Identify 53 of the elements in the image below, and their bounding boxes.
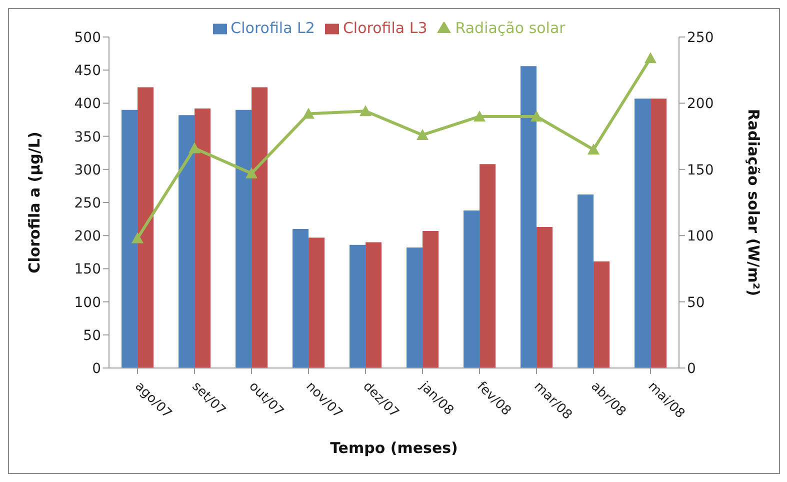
bar [178,115,195,368]
y-tick-label: 250 [74,195,101,212]
x-axis-title: Tempo (meses) [330,439,458,457]
bar [578,194,594,368]
y-tick-label: 100 [74,294,101,311]
y2-tick-label: 100 [687,228,714,245]
y2-tick-label: 200 [687,96,714,112]
y2-tick-label: 0 [687,360,696,377]
point [132,232,144,244]
y2-tick-label: 150 [687,162,714,178]
bar [634,98,651,368]
bar [480,164,496,368]
bar [464,210,480,368]
y-tick-label: 500 [74,30,101,46]
bar [650,98,667,368]
bar [594,261,610,368]
bar [350,244,366,368]
bar [520,66,537,368]
bar [406,248,423,368]
point [588,144,600,155]
bar [236,110,252,368]
y2-tick-label: 50 [687,294,705,311]
point [416,128,428,140]
bar [122,110,138,368]
y-tick-label: 450 [74,63,101,80]
point [644,52,656,64]
legend-label: Clorofila L2 [230,19,315,37]
point [188,142,200,154]
bar [308,238,325,368]
point [246,167,258,178]
y-axis-title: Clorofila a (µg/L) [25,132,44,274]
y-tick-label: 400 [74,96,101,112]
bar [292,228,309,368]
y-tick-label: 350 [74,129,101,146]
y-tick-label: 200 [74,228,101,245]
legend-label: Radiação solar [455,19,566,37]
y-tick-label: 150 [74,262,101,278]
y-tick-label: 50 [83,328,101,344]
y2-tick-label: 250 [687,30,714,46]
point [474,110,486,122]
y-tick-label: 300 [74,162,101,178]
bar [252,87,268,368]
point [530,110,542,122]
bar [194,108,211,368]
y-tick-label: 0 [92,360,101,377]
point [302,108,314,119]
bar [422,230,439,368]
bar [366,242,382,368]
bar [536,226,553,368]
point [360,105,372,116]
y2-axis-title: Radiação solar (W/m²) [744,108,763,296]
bar [138,87,154,368]
legend-label: Clorofila L3 [342,19,428,37]
